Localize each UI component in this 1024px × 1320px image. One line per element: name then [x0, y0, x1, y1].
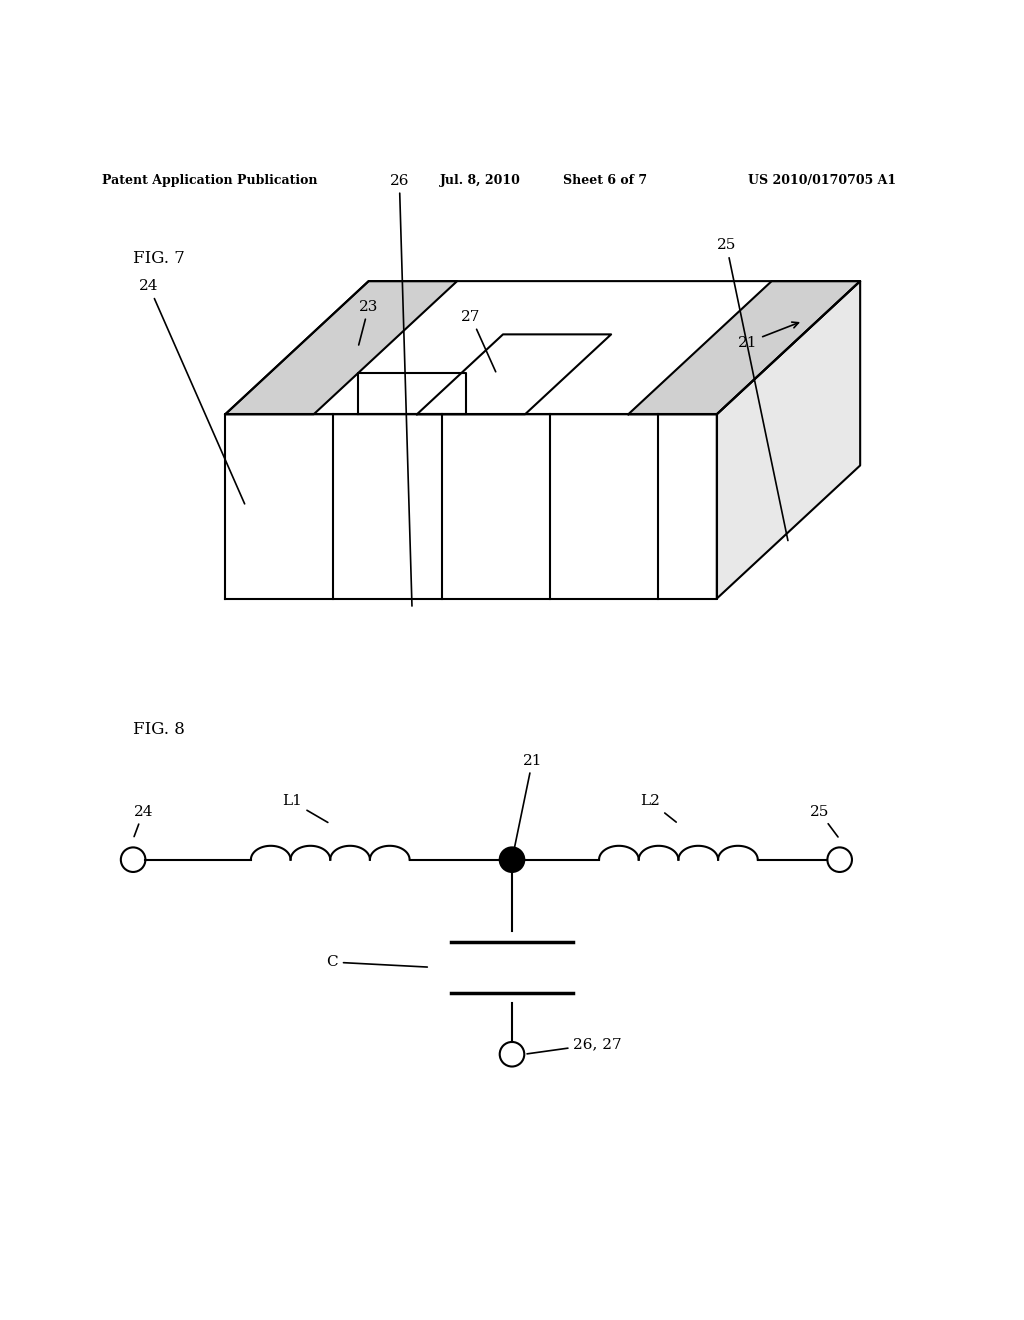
Polygon shape	[225, 414, 717, 598]
Circle shape	[500, 847, 524, 873]
Text: 24: 24	[139, 280, 245, 504]
Text: US 2010/0170705 A1: US 2010/0170705 A1	[748, 174, 896, 186]
Text: Jul. 8, 2010: Jul. 8, 2010	[440, 174, 521, 186]
Text: L2: L2	[640, 795, 676, 822]
Polygon shape	[225, 281, 860, 414]
Text: 21: 21	[511, 754, 543, 855]
Polygon shape	[417, 334, 611, 414]
Polygon shape	[629, 281, 860, 414]
Text: 26: 26	[389, 174, 412, 606]
Polygon shape	[358, 374, 466, 414]
Text: 26, 27: 26, 27	[527, 1038, 622, 1053]
Text: 23: 23	[358, 300, 378, 345]
Polygon shape	[717, 281, 860, 598]
Text: Patent Application Publication: Patent Application Publication	[102, 174, 317, 186]
Text: C: C	[327, 956, 427, 969]
Text: 21: 21	[737, 322, 799, 350]
Polygon shape	[225, 281, 457, 414]
Text: 25: 25	[717, 239, 787, 541]
Text: 27: 27	[462, 310, 496, 372]
Text: 25: 25	[810, 805, 838, 837]
Text: FIG. 8: FIG. 8	[133, 722, 185, 738]
Text: L1: L1	[282, 795, 328, 822]
Text: 24: 24	[133, 805, 154, 837]
Text: FIG. 7: FIG. 7	[133, 251, 185, 268]
Text: Sheet 6 of 7: Sheet 6 of 7	[563, 174, 647, 186]
